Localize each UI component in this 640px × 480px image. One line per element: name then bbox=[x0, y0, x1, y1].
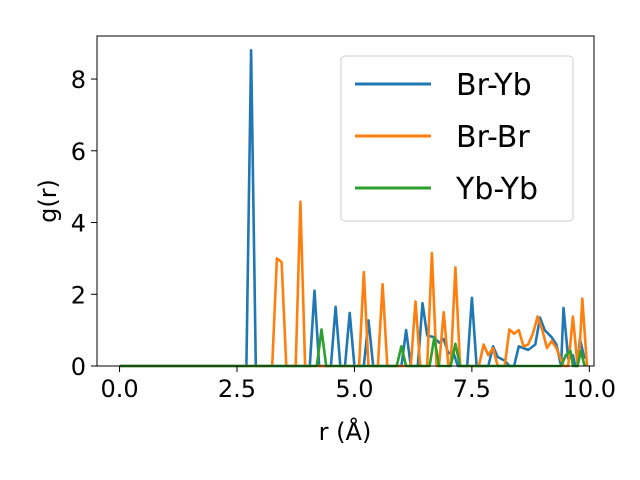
x-tick-label: 0.0 bbox=[100, 375, 138, 403]
x-tick-label: 7.5 bbox=[453, 375, 491, 403]
y-axis-ticks: 0 2 4 6 8 bbox=[71, 66, 97, 381]
legend-label-yb-yb: Yb-Yb bbox=[455, 172, 538, 207]
x-tick-label: 5.0 bbox=[335, 375, 373, 403]
x-axis-label: r (Å) bbox=[319, 417, 372, 446]
x-tick-label: 2.5 bbox=[218, 375, 256, 403]
legend: Br-Yb Br-Br Yb-Yb bbox=[340, 55, 574, 222]
legend-label-br-br: Br-Br bbox=[456, 120, 530, 155]
x-tick-label: 10.0 bbox=[563, 375, 616, 403]
y-axis-label: g(r) bbox=[34, 179, 62, 223]
y-tick-label: 6 bbox=[71, 138, 86, 166]
legend-box bbox=[340, 55, 574, 222]
y-tick-label: 4 bbox=[71, 210, 86, 238]
x-axis-ticks: 0.0 2.5 5.0 7.5 10.0 bbox=[100, 366, 616, 403]
y-tick-label: 0 bbox=[71, 353, 86, 381]
plot-frame bbox=[96, 35, 595, 367]
legend-label-br-yb: Br-Yb bbox=[456, 68, 532, 103]
y-tick-label: 2 bbox=[71, 281, 86, 309]
series-line-br-br bbox=[119, 200, 589, 368]
y-tick-label: 8 bbox=[71, 66, 86, 94]
